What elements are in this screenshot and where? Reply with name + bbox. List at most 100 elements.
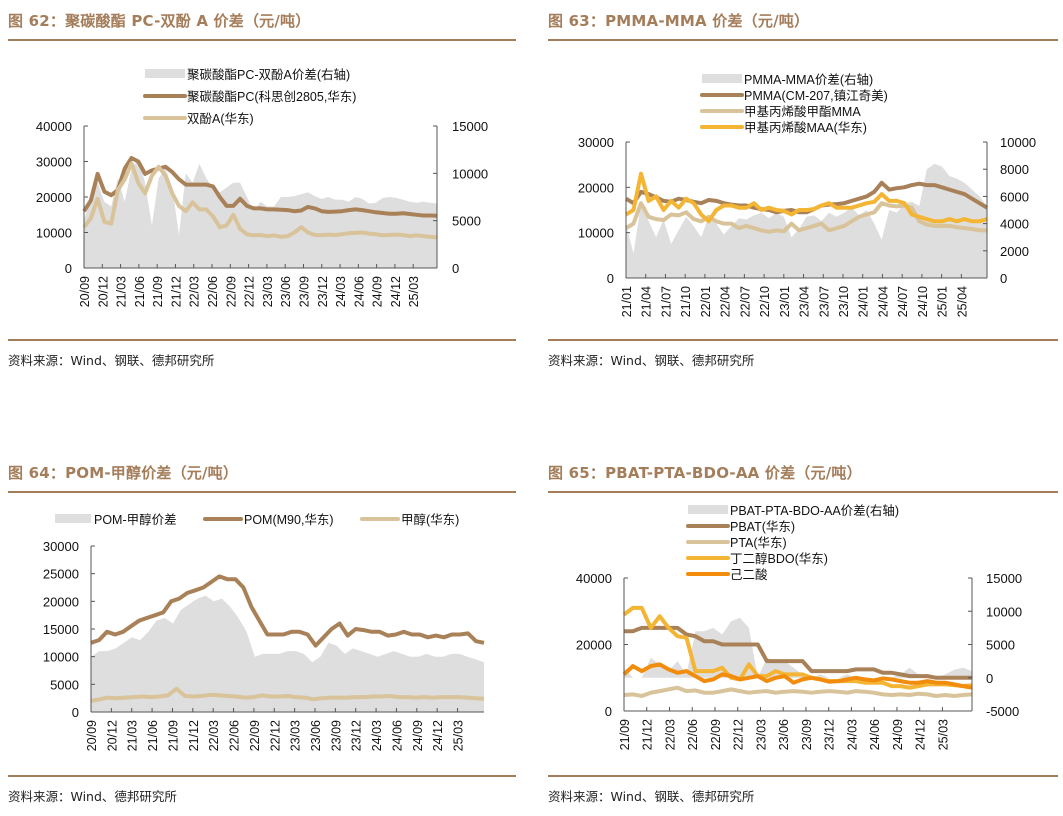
y-tick-label-left: 25000 xyxy=(43,567,79,582)
series-line-3 xyxy=(624,171,988,224)
legend-label: 双酚A(华东) xyxy=(187,111,254,126)
x-tick-label: 22/06 xyxy=(686,719,700,750)
legend-label: 聚碳酸酯PC-双酚A价差(右轴) xyxy=(187,67,350,82)
y-tick-label-left: 30000 xyxy=(578,135,614,150)
x-tick-label: 23/09 xyxy=(297,276,311,307)
legend-label: POM-甲醇价差 xyxy=(94,512,177,527)
series-line-2 xyxy=(623,685,973,698)
title-rule xyxy=(548,39,1058,41)
y-tick-label-left: 40000 xyxy=(36,119,72,134)
x-tick-label: 24/01 xyxy=(857,286,871,317)
x-tick-label: 21/03 xyxy=(126,720,140,751)
y-tick-label-right: 10000 xyxy=(986,604,1022,619)
legend-label: 己二酸 xyxy=(730,567,768,582)
y-tick-label-right: 6000 xyxy=(1000,189,1029,204)
x-tick-label: 24/12 xyxy=(389,276,403,307)
y-tick-label-left: 0 xyxy=(72,705,79,720)
figure-title: 图 63：PMMA-MMA 价差（元/吨） xyxy=(548,12,810,30)
legend-label: 甲醇(华东) xyxy=(401,512,459,527)
y-tick-label-left: 0 xyxy=(65,261,72,276)
y-tick-label-left: 0 xyxy=(605,704,612,719)
x-tick-label: 23/03 xyxy=(754,719,768,750)
legend-label: PBAT-PTA-BDO-AA价差(右轴) xyxy=(730,503,899,518)
x-tick-label: 23/04 xyxy=(798,286,812,317)
source-rule xyxy=(548,775,1058,777)
x-tick-label: 21/12 xyxy=(641,719,655,750)
x-tick-label: 22/10 xyxy=(758,286,772,317)
figure-title: 图 62：聚碳酸酯 PC-双酚 A 价差（元/吨） xyxy=(8,12,311,30)
y-tick-label-left: 20000 xyxy=(36,190,72,205)
x-tick-label: 24/04 xyxy=(876,286,890,317)
x-tick-label: 23/12 xyxy=(350,720,364,751)
x-tick-label: 22/01 xyxy=(699,286,713,317)
x-tick-label: 23/09 xyxy=(800,719,814,750)
x-tick-label: 20/12 xyxy=(105,720,119,751)
x-tick-label: 22/12 xyxy=(732,719,746,750)
legend-swatch xyxy=(55,514,91,523)
x-tick-label: 25/04 xyxy=(955,286,969,317)
series-line-3 xyxy=(622,605,973,690)
source-rule xyxy=(8,339,516,341)
legend-label: PMMA-MMA价差(右轴) xyxy=(744,72,873,87)
x-tick-label: 21/12 xyxy=(169,276,183,307)
x-tick-label: 24/06 xyxy=(352,276,366,307)
x-tick-label: 20/12 xyxy=(96,276,110,307)
y-tick-label-right: 0 xyxy=(1000,271,1007,286)
x-tick-label: 22/09 xyxy=(709,719,723,750)
series-area-spread xyxy=(624,617,972,678)
x-tick-label: 22/03 xyxy=(663,719,677,750)
y-tick-label-right: 10000 xyxy=(1000,135,1036,150)
x-tick-label: 25/03 xyxy=(452,720,466,751)
source-note: 资料来源：Wind、钢联、德邦研究所 xyxy=(548,353,755,368)
x-tick-label: 23/07 xyxy=(817,286,831,317)
figure-65-panel: 图 65：PBAT-PTA-BDO-AA 价差（元/吨） 0 20000 40000… xyxy=(540,452,1063,816)
figure-62-panel: 图 62：聚碳酸酯 PC-双酚 A 价差（元/吨） 0 10000 20000 300… xyxy=(0,0,530,400)
title-rule xyxy=(8,39,516,41)
x-tick-label: 21/06 xyxy=(146,720,160,751)
figure-title: 图 64：POM-甲醇价差（元/吨） xyxy=(8,464,239,482)
figure-64-panel: 图 64：POM-甲醇价差（元/吨） 0 5000 10000 15000 20000 2… xyxy=(0,452,530,816)
series-area-spread xyxy=(626,163,987,278)
x-tick-label: 23/06 xyxy=(279,276,293,307)
x-tick-label: 24/06 xyxy=(390,720,404,751)
x-tick-label: 24/12 xyxy=(431,720,445,751)
x-tick-label: 23/01 xyxy=(778,286,792,317)
y-tick-label-right: 10000 xyxy=(452,166,488,181)
y-tick-label-right: 4000 xyxy=(1000,217,1029,232)
x-tick-label: 21/09 xyxy=(166,720,180,751)
x-tick-label: 23/09 xyxy=(329,720,343,751)
x-tick-label: 25/03 xyxy=(936,719,950,750)
x-tick-label: 21/04 xyxy=(640,286,654,317)
series-line-4 xyxy=(622,662,973,690)
x-tick-label: 24/03 xyxy=(370,720,384,751)
x-tick-label: 21/01 xyxy=(620,286,634,317)
y-tick-label-left: 15000 xyxy=(43,622,79,637)
x-tick-label: 24/09 xyxy=(891,719,905,750)
source-note: 资料来源：Wind、钢联、德邦研究所 xyxy=(8,353,215,368)
x-tick-label: 20/09 xyxy=(85,720,99,751)
x-tick-label: 22/09 xyxy=(248,720,262,751)
series-line-2 xyxy=(82,161,438,240)
x-tick-label: 20/09 xyxy=(78,276,92,307)
x-tick-label: 23/03 xyxy=(261,276,275,307)
title-rule xyxy=(548,491,1058,493)
x-tick-label: 25/01 xyxy=(936,286,950,317)
x-tick-label: 22/06 xyxy=(228,720,242,751)
x-tick-label: 22/12 xyxy=(243,276,257,307)
y-tick-label-left: 40000 xyxy=(576,571,612,586)
series-line-1 xyxy=(90,574,485,648)
y-tick-label-left: 20000 xyxy=(43,594,79,609)
y-tick-label-right: 5000 xyxy=(452,214,481,229)
y-tick-label-left: 20000 xyxy=(578,180,614,195)
y-tick-label-left: 0 xyxy=(607,271,614,286)
x-tick-label: 24/12 xyxy=(914,719,928,750)
legend-label: 甲基丙烯酸甲酯MMA xyxy=(744,104,861,119)
y-tick-label-right: 0 xyxy=(986,671,993,686)
x-tick-label: 21/07 xyxy=(659,286,673,317)
x-tick-label: 23/12 xyxy=(823,719,837,750)
y-tick-label-right: 2000 xyxy=(1000,244,1029,259)
x-tick-label: 24/09 xyxy=(411,720,425,751)
x-tick-label: 21/12 xyxy=(187,720,201,751)
chart-fig62: 0 10000 20000 30000 40000 0 5000 10000 15000 20/0… xyxy=(36,67,488,307)
y-tick-label-right: 8000 xyxy=(1000,162,1029,177)
